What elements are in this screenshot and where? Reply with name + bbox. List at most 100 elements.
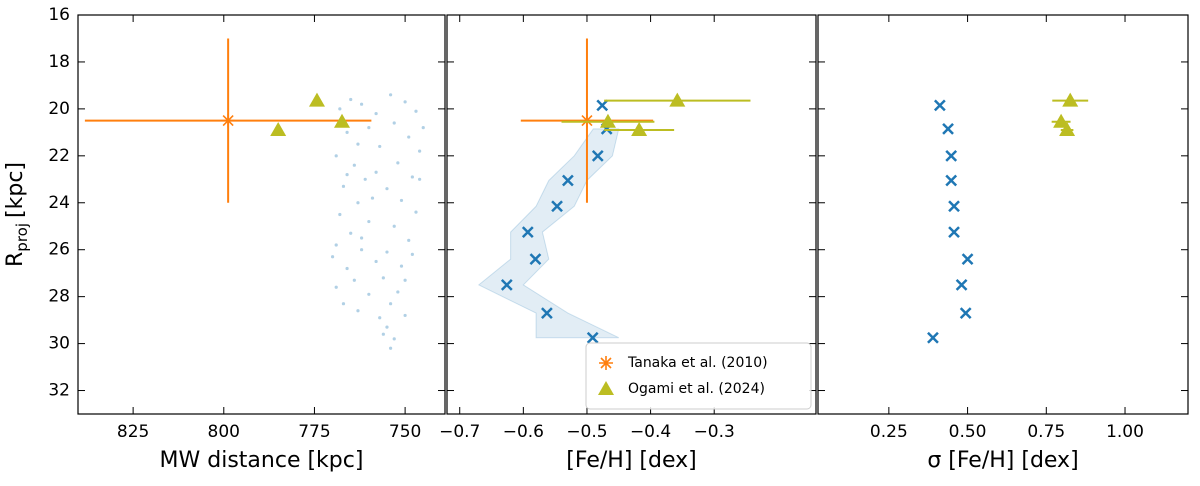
point <box>352 163 356 167</box>
y-tick-label: 28 <box>48 287 70 307</box>
spread-band <box>477 128 620 339</box>
point <box>410 175 414 179</box>
y-tick-label: 24 <box>48 193 70 213</box>
x-marker <box>961 253 974 265</box>
point <box>403 278 407 282</box>
y-axis-label-main: R <box>3 252 28 267</box>
point <box>345 173 349 177</box>
x-marker <box>945 149 958 162</box>
point <box>338 212 342 217</box>
x-marker <box>521 226 534 238</box>
x-marker <box>948 226 960 238</box>
x-axis-label: MW distance [kpc] <box>160 448 364 473</box>
point <box>374 111 378 116</box>
point <box>345 130 349 134</box>
point <box>414 109 418 113</box>
x-marker <box>561 174 574 187</box>
y-tick-label: 26 <box>48 240 70 260</box>
y-tick-label: 20 <box>48 99 70 119</box>
point <box>345 266 349 271</box>
point <box>385 250 389 254</box>
legend-label: Ogami et al. (2024) <box>628 381 765 397</box>
x-marker <box>948 200 960 213</box>
point <box>403 313 407 318</box>
y-axis-label-sub: proj <box>13 223 31 252</box>
point <box>359 248 364 252</box>
point <box>356 201 360 205</box>
x-axis-label: σ [Fe/H] [dex] <box>927 448 1078 473</box>
triangle-marker <box>1053 113 1070 128</box>
point <box>338 107 342 111</box>
axes-frame <box>817 14 1189 415</box>
point <box>407 135 411 139</box>
x-marker <box>942 122 954 135</box>
point <box>399 198 404 203</box>
axes-frame <box>77 14 446 415</box>
legend-label: Tanaka et al. (2010) <box>627 355 768 371</box>
x-marker <box>551 200 563 213</box>
triangle-marker <box>598 381 614 395</box>
triangle-marker <box>669 92 686 107</box>
point <box>367 126 371 130</box>
point <box>378 144 382 149</box>
point <box>334 243 338 247</box>
star-marker <box>579 113 594 128</box>
x-tick-label: 0.75 <box>1027 422 1065 442</box>
x-tick-label: −0.4 <box>630 422 671 442</box>
x-tick-label: 775 <box>298 422 330 442</box>
point <box>374 170 378 174</box>
point <box>356 309 360 313</box>
point <box>414 210 418 214</box>
triangle-marker <box>334 113 351 128</box>
triangle-marker <box>270 122 287 137</box>
x-tick-label: −0.5 <box>566 422 607 442</box>
point <box>396 161 400 165</box>
triangle-marker <box>599 113 616 128</box>
triangle-marker <box>1059 122 1076 137</box>
point <box>334 285 338 289</box>
point <box>356 142 360 146</box>
axes-frame <box>446 14 817 415</box>
x-tick-label: −0.6 <box>503 422 544 442</box>
x-tick-label: 1.00 <box>1106 422 1144 442</box>
point <box>334 154 338 158</box>
x-marker <box>529 253 542 265</box>
x-marker <box>541 307 553 319</box>
x-marker <box>500 279 513 291</box>
x-tick-label: 750 <box>389 422 421 442</box>
point <box>407 238 411 242</box>
star-marker <box>221 113 236 128</box>
point <box>378 316 382 320</box>
x-tick-label: 825 <box>117 422 149 442</box>
x-marker <box>591 149 604 162</box>
point <box>389 346 393 350</box>
point <box>367 292 371 296</box>
point <box>410 252 414 256</box>
point <box>385 325 389 329</box>
triangle-marker <box>308 92 325 107</box>
x-marker <box>586 331 599 344</box>
y-tick-label: 30 <box>48 334 70 354</box>
point <box>352 278 356 282</box>
x-axis-label: [Fe/H] [dex] <box>566 448 696 473</box>
point <box>381 332 385 336</box>
point <box>418 177 422 181</box>
y-tick-label: 22 <box>48 146 70 166</box>
point <box>385 187 389 191</box>
x-tick-label: −0.3 <box>694 422 735 442</box>
point <box>389 302 393 306</box>
x-marker <box>927 331 939 344</box>
point <box>330 255 335 259</box>
point <box>341 302 346 306</box>
point <box>374 259 378 264</box>
point <box>396 290 400 294</box>
star-marker <box>599 356 613 370</box>
triangle-marker <box>1062 92 1079 107</box>
point <box>349 97 353 102</box>
point <box>392 224 396 228</box>
y-tick-label: 16 <box>48 5 70 25</box>
point <box>363 177 367 181</box>
y-axis-label: Rproj [kpc] <box>3 162 31 267</box>
